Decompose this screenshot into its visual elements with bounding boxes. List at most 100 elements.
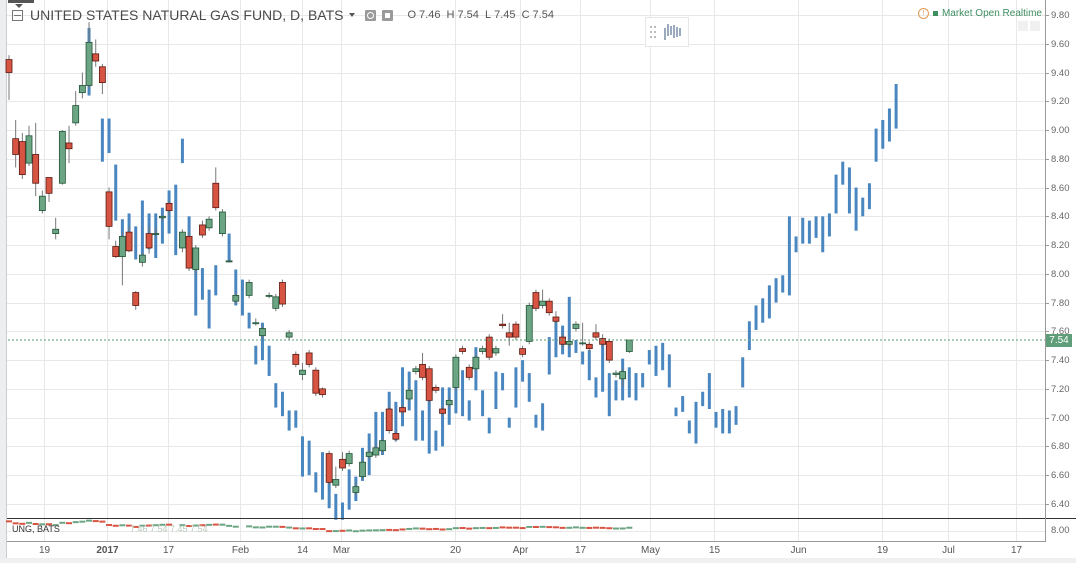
pattern-bar bbox=[601, 342, 605, 392]
compare-mark bbox=[259, 526, 266, 529]
candle bbox=[292, 351, 300, 368]
pattern-bar bbox=[761, 298, 765, 323]
candle-body bbox=[452, 356, 460, 388]
compare-mark bbox=[579, 526, 586, 529]
compare-mark bbox=[352, 530, 359, 533]
candle-body bbox=[439, 408, 446, 414]
candle-body bbox=[112, 246, 120, 257]
compare-mark bbox=[119, 524, 126, 527]
pattern-bar bbox=[247, 312, 251, 329]
candle bbox=[619, 368, 627, 387]
candle-body bbox=[372, 447, 380, 456]
compare-mark bbox=[206, 523, 213, 526]
candle-body bbox=[52, 228, 60, 234]
chevron-down-icon[interactable] bbox=[349, 13, 356, 17]
collapse-legend-icon[interactable] bbox=[12, 9, 23, 21]
candle-body bbox=[565, 341, 573, 345]
candle-body bbox=[245, 282, 253, 296]
compare-mark bbox=[186, 525, 193, 528]
pattern-bar bbox=[701, 391, 705, 407]
candle bbox=[118, 232, 126, 286]
info-icon[interactable]: ! bbox=[917, 8, 929, 19]
candle bbox=[272, 293, 280, 312]
pattern-bar bbox=[747, 321, 751, 351]
pattern-bar bbox=[100, 118, 104, 162]
candle-body bbox=[32, 154, 40, 184]
candle-body bbox=[265, 295, 273, 297]
pattern-bar bbox=[207, 289, 211, 329]
candle bbox=[72, 91, 80, 126]
candle bbox=[299, 362, 306, 381]
candle bbox=[305, 350, 313, 368]
pattern-bar bbox=[654, 345, 658, 376]
pattern-bar bbox=[254, 345, 258, 365]
candle-body bbox=[219, 211, 226, 234]
candle bbox=[132, 291, 140, 310]
market-status[interactable]: ! Market Open Realtime bbox=[917, 8, 1042, 19]
x-tick-label: May bbox=[641, 545, 660, 556]
compare-mark bbox=[112, 524, 119, 527]
pattern-bar bbox=[827, 213, 831, 237]
candle bbox=[265, 292, 273, 299]
eye-icon[interactable] bbox=[365, 9, 377, 21]
candle bbox=[138, 252, 146, 267]
compare-mark bbox=[379, 529, 386, 532]
candle-body bbox=[92, 53, 100, 62]
candle-body bbox=[432, 387, 440, 391]
x-tick-label: Jul bbox=[942, 545, 955, 556]
candle bbox=[312, 367, 320, 397]
top-toolbar-toggle[interactable] bbox=[8, 0, 34, 3]
toolbar-toggle-arrow-icon[interactable] bbox=[15, 4, 23, 8]
compare-mark bbox=[346, 529, 353, 532]
low-label: L bbox=[484, 9, 492, 21]
candle bbox=[452, 354, 460, 391]
bars-pattern-icon[interactable] bbox=[646, 18, 688, 46]
candle-body bbox=[159, 215, 166, 219]
pattern-bar bbox=[320, 452, 324, 500]
pattern-bar bbox=[401, 367, 405, 427]
candle bbox=[459, 345, 466, 355]
grid bbox=[7, 0, 1049, 541]
y-tick-label: 8.40 bbox=[1051, 210, 1070, 222]
pattern-bar bbox=[334, 493, 338, 520]
candle-body bbox=[105, 191, 113, 227]
x-tick-label: 17 bbox=[162, 545, 175, 556]
candle-body bbox=[545, 300, 553, 314]
pane-maximize-button[interactable] bbox=[1030, 21, 1040, 31]
pane-up-button[interactable] bbox=[1018, 21, 1028, 31]
pattern-bar bbox=[441, 387, 445, 447]
candle-body bbox=[25, 135, 33, 164]
x-tick-label: 17 bbox=[1010, 545, 1023, 556]
candle-body bbox=[18, 141, 26, 176]
pattern-bar bbox=[667, 354, 671, 388]
pattern-bar bbox=[294, 410, 298, 428]
compare-mark bbox=[192, 524, 199, 527]
candle bbox=[392, 430, 400, 443]
candle-body bbox=[179, 231, 186, 249]
pattern-bar bbox=[567, 296, 571, 358]
candle bbox=[445, 397, 453, 408]
pattern-bar bbox=[314, 472, 318, 493]
candle-body bbox=[132, 292, 140, 306]
pattern-bar bbox=[280, 391, 284, 417]
compare-mark bbox=[372, 529, 379, 532]
compare-mark bbox=[366, 529, 373, 532]
compare-mark bbox=[412, 527, 419, 530]
symbol-title[interactable]: UNITED STATES NATURAL GAS FUND, D, BATS bbox=[30, 7, 344, 23]
compare-mark bbox=[559, 526, 566, 529]
pattern-bar bbox=[727, 410, 731, 434]
candle bbox=[579, 322, 587, 346]
candle-body bbox=[485, 336, 493, 358]
candle-body bbox=[305, 352, 313, 365]
candle-body bbox=[445, 399, 453, 406]
candle bbox=[199, 220, 206, 238]
candle bbox=[592, 324, 600, 340]
candle-body bbox=[345, 453, 353, 465]
y-tick-label: 7.40 bbox=[1051, 354, 1070, 366]
pattern-bar bbox=[694, 401, 698, 444]
drawing-floating-toolbar[interactable] bbox=[645, 17, 689, 47]
compare-mark bbox=[232, 525, 239, 528]
settings-icon[interactable] bbox=[382, 9, 394, 21]
candle-body bbox=[72, 105, 80, 124]
